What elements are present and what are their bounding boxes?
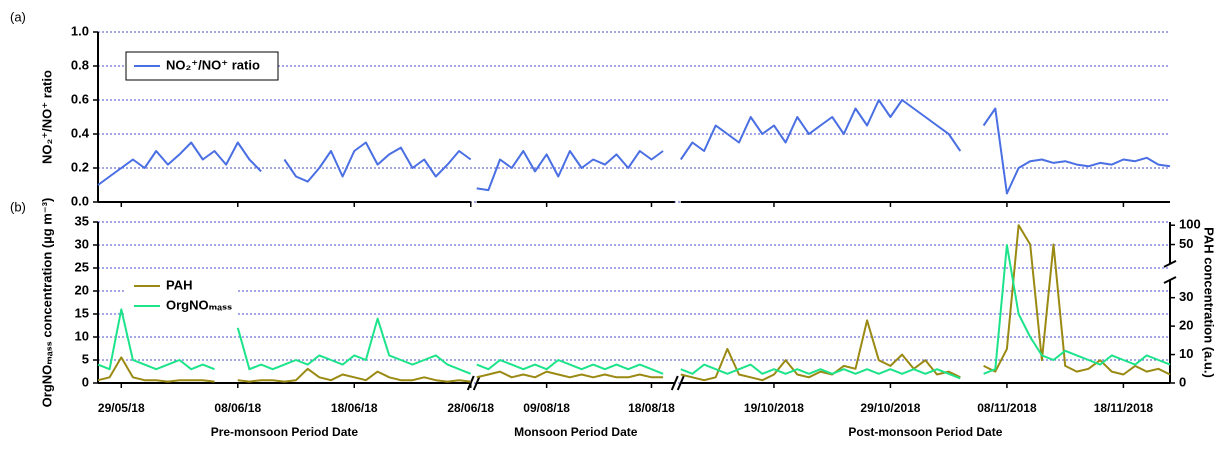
panel-label: (a) (10, 9, 26, 24)
axis-break (1163, 259, 1177, 268)
axis-break (676, 375, 685, 391)
legend: NO₂⁺/NO⁺ ratio (125, 51, 279, 81)
x-tick-label: 29/05/18 (98, 401, 145, 415)
x-tick-label: 08/06/18 (214, 401, 261, 415)
y-tick-label: 0.0 (71, 193, 89, 208)
series-line (476, 150, 664, 192)
x-tick-label: 18/08/18 (628, 401, 675, 415)
y-tick-label: 5 (82, 351, 89, 366)
legend-label: NO₂⁺/NO⁺ ratio (166, 57, 260, 72)
x-tick-label: 18/06/18 (331, 401, 378, 415)
panel-label: (b) (10, 199, 26, 214)
x-tick-label: 28/06/18 (447, 401, 494, 415)
axis-break (472, 375, 481, 391)
y2-tick-label: 30 (1179, 289, 1193, 304)
x-tick-label: 09/08/18 (523, 401, 570, 415)
y-tick-label: 30 (75, 236, 89, 251)
axis-break (670, 375, 679, 391)
y2-axis-label: PAH concentration (a.u.) (1202, 227, 1217, 378)
legend-label: OrgNOₘₐₛₛ (166, 297, 232, 312)
y2-tick-label: 10 (1179, 346, 1193, 361)
axis-break (1163, 276, 1177, 284)
y-tick-label: 0.8 (71, 57, 89, 72)
x-axis-label: Pre-monsoon Period Date (211, 425, 359, 439)
y-tick-label: 15 (75, 305, 89, 320)
y-axis-label: NO₂⁺/NO⁺ ratio (39, 70, 54, 164)
x-tick-label: 29/10/2018 (860, 401, 920, 415)
series-line (97, 356, 471, 383)
y2-tick-label: 50 (1179, 236, 1193, 251)
x-tick-label: 08/11/2018 (977, 401, 1037, 415)
series-line (680, 244, 1171, 380)
y2-tick-label: 100 (1179, 217, 1201, 232)
series-line (97, 308, 472, 375)
legend-label: PAH (166, 277, 192, 292)
y2-tick-label: 20 (1179, 318, 1193, 333)
y-tick-label: 0.2 (71, 159, 89, 174)
y2-tick-label: 0 (1179, 374, 1186, 389)
y-tick-label: 10 (75, 328, 89, 343)
x-tick-label: 18/11/2018 (1094, 401, 1154, 415)
x-tick-label: 19/10/2018 (744, 401, 804, 415)
y-axis-label: OrgNOₘₐₛₛ concentration (µg m⁻³) (39, 198, 54, 408)
y-tick-label: 0 (82, 374, 89, 389)
y-tick-label: 1.0 (71, 23, 89, 38)
legend-box (126, 272, 238, 320)
series-line (680, 224, 1171, 382)
legend: PAH OrgNOₘₐₛₛ (126, 272, 238, 320)
series-line (97, 141, 472, 186)
x-axis-label: Post-monsoon Period Date (848, 425, 1002, 439)
x-axis-label: Monsoon Period Date (514, 425, 638, 439)
y-tick-label: 0.6 (71, 91, 89, 106)
y-tick-label: 0.4 (71, 125, 90, 140)
y-tick-label: 25 (75, 259, 89, 274)
y-tick-label: 20 (75, 282, 89, 297)
series-line (476, 359, 664, 375)
y-tick-label: 35 (75, 213, 89, 228)
series-line (476, 370, 664, 379)
series-line (679, 99, 1171, 195)
